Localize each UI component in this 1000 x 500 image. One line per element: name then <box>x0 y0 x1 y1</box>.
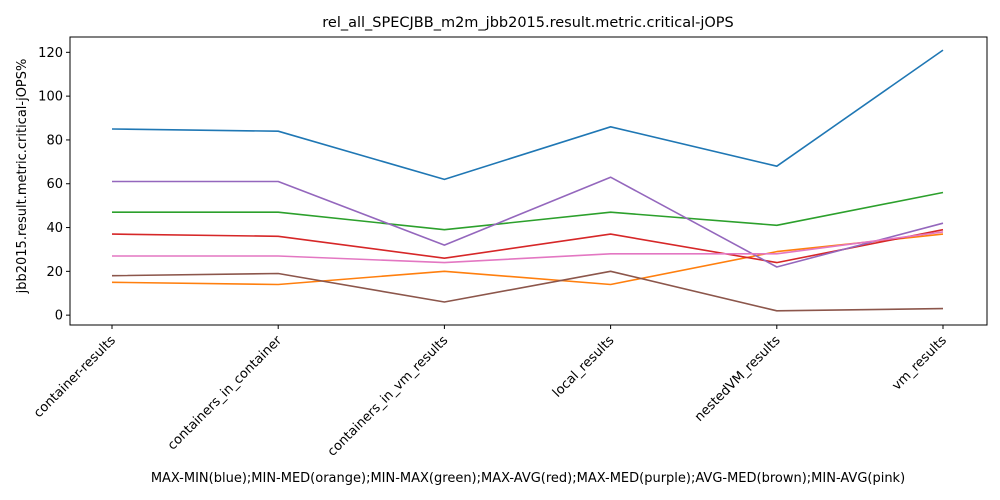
series-line-5 <box>111 270 944 312</box>
y-tick-label: 80 <box>46 133 63 148</box>
chart-title: rel_all_SPECJBB_m2m_jbb2015.result.metri… <box>322 15 733 31</box>
series-line-0 <box>111 49 944 181</box>
x-axis-label: MAX-MIN(blue);MIN-MED(orange);MIN-MAX(gr… <box>151 471 905 486</box>
y-tick-label: 40 <box>46 221 63 236</box>
y-tick-label: 60 <box>46 177 63 192</box>
series-line-2 <box>112 191 944 231</box>
series-line-3 <box>111 228 944 264</box>
y-tick-label: 20 <box>46 265 63 280</box>
y-axis-label: jbb2015.result.metric.critical-jOPS% <box>15 59 30 295</box>
series-line-6 <box>112 231 944 264</box>
y-tick-label: 100 <box>38 90 63 105</box>
series-line-4 <box>112 176 944 268</box>
series-layer <box>111 49 944 312</box>
y-axis-ticks: 0 20 40 60 80 100 120 <box>38 46 70 324</box>
x-tick-label: vm_results <box>889 333 950 394</box>
x-tick-label: containers_in_container <box>165 333 286 454</box>
plot-frame <box>69 36 988 326</box>
x-tick-label: container-results <box>31 333 119 421</box>
y-tick-label: 0 <box>55 309 63 324</box>
x-tick-label: nestedVM_results <box>692 333 784 425</box>
series-line-1 <box>111 233 944 286</box>
y-tick-label: 120 <box>38 46 63 61</box>
x-tick-label: local_results <box>550 333 618 401</box>
x-tick-label: containers_in_vm_results <box>325 333 451 459</box>
x-axis-ticks: container-results containers_in_container… <box>31 325 950 460</box>
